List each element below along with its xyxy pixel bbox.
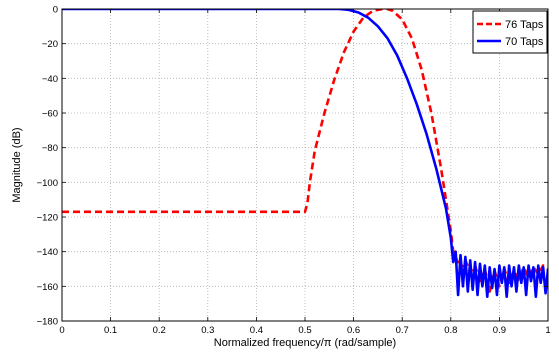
series-line-70-taps bbox=[62, 9, 548, 299]
x-tick-label: 1 bbox=[545, 325, 550, 336]
tick-labels: 0 0.1 0.2 0.3 0.4 0.5 0.6 0.7 0.8 0.9 1 0 −20 −40 −60 −… bbox=[37, 5, 551, 337]
series-layer bbox=[62, 9, 548, 299]
x-axis-label: Normalized frequency/π (rad/sample) bbox=[214, 337, 396, 349]
x-tick-label: 0.3 bbox=[201, 325, 214, 336]
x-tick-label: 0.2 bbox=[153, 325, 166, 336]
ticks bbox=[61, 8, 549, 322]
y-tick-label: −100 bbox=[37, 178, 58, 189]
x-tick-label: 0.7 bbox=[396, 325, 409, 336]
x-tick-label: 0.6 bbox=[347, 325, 360, 336]
y-axis-label: Magnitude (dB) bbox=[11, 127, 23, 202]
legend-label-70-taps: 70 Taps bbox=[505, 36, 544, 48]
y-tick-label: 0 bbox=[53, 5, 58, 16]
x-tick-label: 0.4 bbox=[250, 325, 263, 336]
x-tick-label: 0.9 bbox=[493, 325, 506, 336]
x-tick-label: 0.8 bbox=[444, 325, 457, 336]
x-tick-label: 0.5 bbox=[298, 325, 311, 336]
y-tick-label: −120 bbox=[37, 213, 58, 224]
y-tick-label: −180 bbox=[37, 317, 58, 328]
legend-label-76-taps: 76 Taps bbox=[505, 19, 544, 31]
x-tick-label: 0.1 bbox=[104, 325, 117, 336]
legend-box bbox=[472, 10, 548, 54]
y-tick-label: −80 bbox=[42, 143, 58, 154]
y-tick-label: −40 bbox=[42, 74, 58, 85]
y-tick-label: −140 bbox=[37, 247, 58, 258]
y-tick-label: −20 bbox=[42, 39, 58, 50]
y-tick-label: −160 bbox=[37, 282, 58, 293]
x-tick-label: 0 bbox=[59, 325, 64, 336]
legend: 76 Taps 70 Taps bbox=[472, 10, 548, 54]
y-tick-label: −60 bbox=[42, 109, 58, 120]
